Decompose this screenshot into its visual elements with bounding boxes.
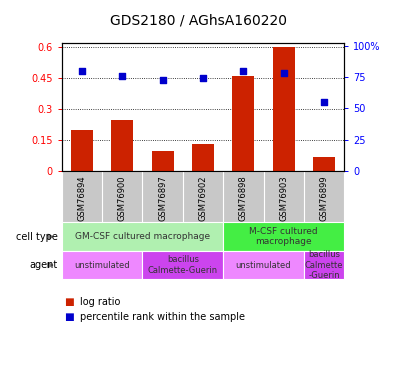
Text: ■: ■ xyxy=(64,297,73,307)
Text: agent: agent xyxy=(29,260,58,270)
Text: GSM76894: GSM76894 xyxy=(77,175,86,221)
Bar xyxy=(111,120,133,171)
Text: GSM76903: GSM76903 xyxy=(279,175,288,221)
Bar xyxy=(223,251,304,279)
Text: bacillus
Calmette-Guerin: bacillus Calmette-Guerin xyxy=(148,255,218,275)
Bar xyxy=(62,222,223,251)
Bar xyxy=(273,47,295,171)
Text: GSM76900: GSM76900 xyxy=(118,175,127,221)
Text: ■: ■ xyxy=(64,312,73,322)
Bar xyxy=(313,157,335,171)
Point xyxy=(119,73,125,79)
Point xyxy=(240,68,246,74)
Point xyxy=(281,70,287,76)
Bar xyxy=(62,251,142,279)
Bar xyxy=(152,150,174,171)
Text: M-CSF cultured
macrophage: M-CSF cultured macrophage xyxy=(250,227,318,246)
Bar xyxy=(71,130,93,171)
Text: GSM76897: GSM76897 xyxy=(158,175,167,221)
Text: percentile rank within the sample: percentile rank within the sample xyxy=(80,312,245,322)
Text: GM-CSF cultured macrophage: GM-CSF cultured macrophage xyxy=(75,232,210,241)
Bar xyxy=(192,144,214,171)
Bar xyxy=(232,76,254,171)
Point xyxy=(321,99,327,105)
Text: log ratio: log ratio xyxy=(80,297,120,307)
Text: GSM76899: GSM76899 xyxy=(320,175,329,221)
Text: GSM76902: GSM76902 xyxy=(199,175,207,221)
Text: unstimulated: unstimulated xyxy=(236,261,291,270)
Bar xyxy=(142,251,223,279)
Text: unstimulated: unstimulated xyxy=(74,261,130,270)
Text: cell type: cell type xyxy=(16,232,58,242)
Text: bacillus
Calmette
-Guerin: bacillus Calmette -Guerin xyxy=(305,250,343,280)
Text: GSM76898: GSM76898 xyxy=(239,175,248,221)
Point xyxy=(200,75,206,81)
Point xyxy=(79,68,85,74)
Point xyxy=(160,76,166,82)
Bar xyxy=(223,222,344,251)
Bar xyxy=(304,251,344,279)
Text: GDS2180 / AGhsA160220: GDS2180 / AGhsA160220 xyxy=(111,13,287,28)
